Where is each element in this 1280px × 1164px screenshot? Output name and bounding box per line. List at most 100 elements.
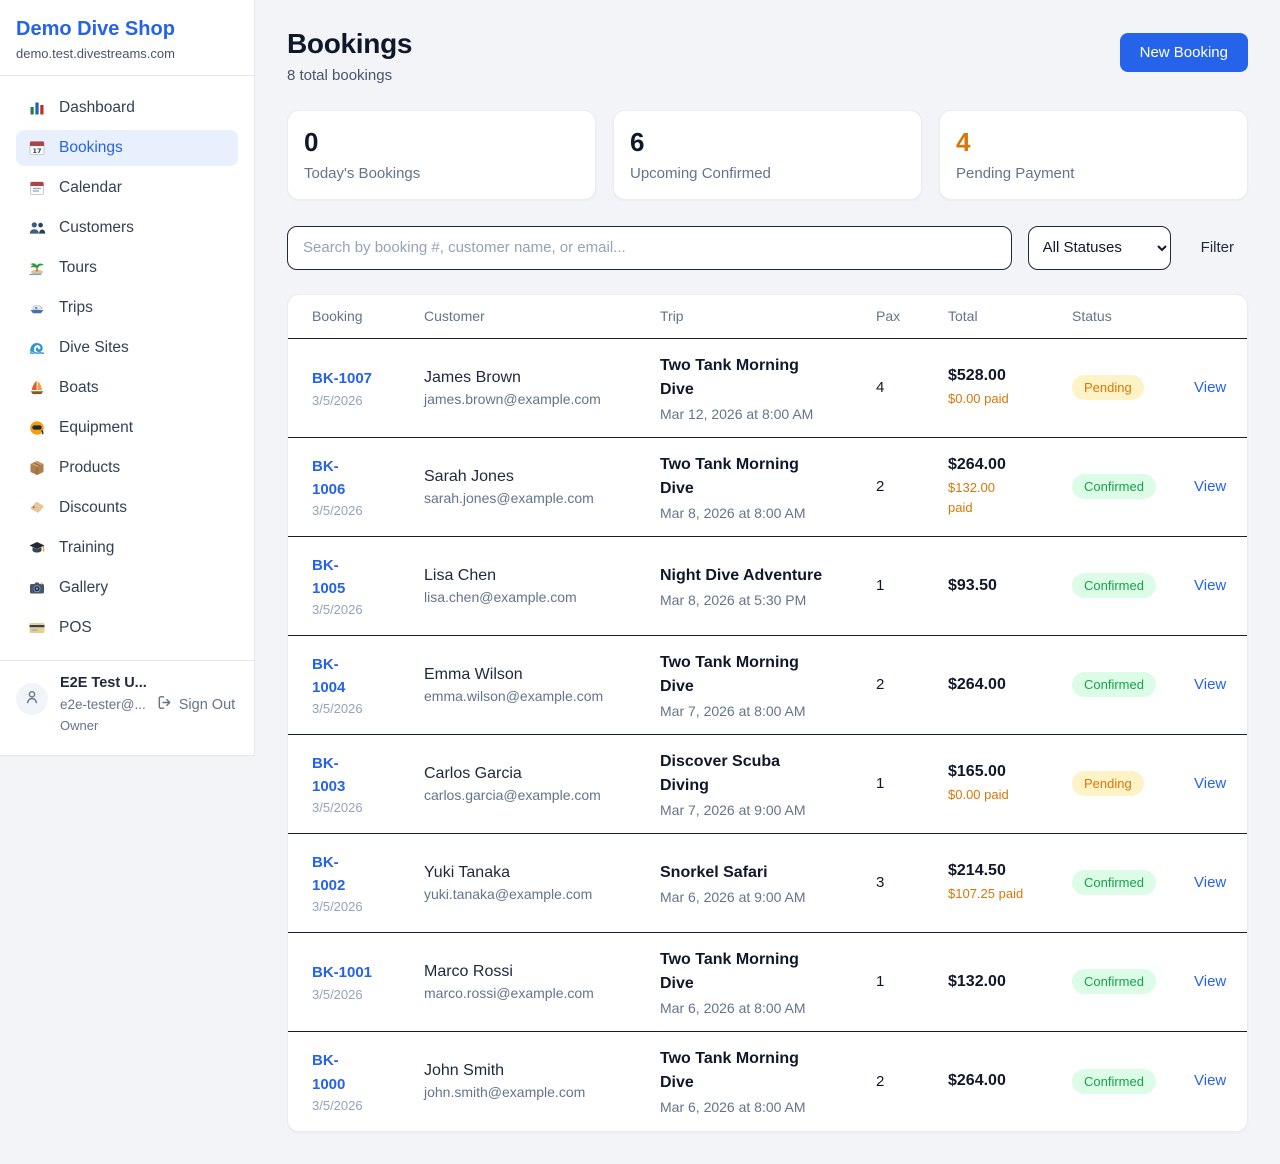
column-header-pax: Pax — [876, 308, 901, 325]
sidebar-item-tours[interactable]: Tours — [16, 250, 238, 286]
booking-date: 3/5/2026 — [312, 392, 363, 408]
sidebar-nav: Dashboard 17 Bookings Calendar Customers… — [0, 76, 254, 660]
trip-datetime: Mar 6, 2026 at 8:00 AM — [660, 999, 806, 1016]
table-row: BK-1001 3/5/2026 Marco Rossi marco.rossi… — [288, 933, 1247, 1032]
sidebar-item-gallery[interactable]: Gallery — [16, 570, 238, 606]
booking-date: 3/5/2026 — [312, 899, 363, 915]
new-booking-button[interactable]: New Booking — [1119, 33, 1248, 72]
pax-value: 1 — [876, 775, 885, 793]
sidebar-item-label: Tours — [59, 259, 97, 276]
search-input[interactable] — [287, 225, 1012, 270]
customer-name: Emma Wilson — [424, 665, 523, 683]
customer-name: Yuki Tanaka — [424, 863, 510, 881]
customer-email: john.smith@example.com — [424, 1084, 586, 1101]
table-row: BK- 1005 3/5/2026 Lisa Chen lisa.chen@ex… — [288, 537, 1247, 636]
status-badge: Confirmed — [1072, 672, 1156, 698]
customer-name: James Brown — [424, 368, 521, 386]
table-row: BK-1007 3/5/2026 James Brown james.brown… — [288, 339, 1247, 438]
sidebar-item-bookings[interactable]: 17 Bookings — [16, 130, 238, 166]
booking-id-link[interactable]: BK- 1006 — [312, 457, 346, 499]
sign-out-button[interactable]: Sign Out — [156, 694, 235, 715]
table-row: BK- 1002 3/5/2026 Yuki Tanaka yuki.tanak… — [288, 834, 1247, 933]
credit-card-icon — [28, 619, 46, 637]
customer-name: Lisa Chen — [424, 566, 497, 584]
column-header-booking: Booking — [312, 308, 363, 325]
sidebar-item-label: Discounts — [59, 499, 128, 516]
filter-button[interactable]: Filter — [1187, 239, 1248, 256]
sidebar-item-calendar[interactable]: Calendar — [16, 170, 238, 206]
trip-name: Two Tank Morning Dive — [660, 653, 799, 695]
paid-amount: $0.00 paid — [948, 390, 1009, 406]
sidebar-item-discounts[interactable]: Discounts — [16, 490, 238, 526]
view-link[interactable]: View — [1194, 477, 1227, 495]
user-section: E2E Test U... e2e-tester@... Sign Out Ow… — [0, 660, 254, 755]
sidebar-item-pos[interactable]: POS — [16, 610, 238, 646]
total-value: $132.00 — [948, 972, 1006, 990]
sidebar-item-boats[interactable]: Boats — [16, 370, 238, 406]
view-link[interactable]: View — [1194, 378, 1227, 396]
view-link[interactable]: View — [1194, 576, 1227, 594]
view-link[interactable]: View — [1194, 774, 1227, 792]
sidebar-item-dive-sites[interactable]: Dive Sites — [16, 330, 238, 366]
sailboat-icon — [28, 379, 46, 397]
user-name: E2E Test U... — [60, 675, 147, 691]
booking-id-link[interactable]: BK- 1000 — [312, 1052, 346, 1093]
tag-icon — [28, 499, 46, 517]
paid-amount: $132.00 paid — [948, 480, 995, 515]
view-link[interactable]: View — [1194, 873, 1227, 891]
svg-text:17: 17 — [32, 147, 41, 155]
sidebar-item-products[interactable]: Products — [16, 450, 238, 486]
view-link[interactable]: View — [1194, 675, 1227, 693]
sidebar-item-label: Calendar — [59, 179, 122, 196]
column-header-status: Status — [1072, 308, 1112, 325]
sidebar-item-label: Equipment — [59, 419, 134, 436]
customer-email: carlos.garcia@example.com — [424, 786, 601, 803]
sidebar-item-equipment[interactable]: Equipment — [16, 410, 238, 446]
status-badge: Confirmed — [1072, 969, 1156, 995]
brand-title: Demo Dive Shop — [16, 18, 175, 40]
table-row: BK- 1000 3/5/2026 John Smith john.smith@… — [288, 1032, 1247, 1131]
status-badge: Confirmed — [1072, 870, 1156, 896]
sidebar-item-label: Customers — [59, 219, 134, 236]
trip-name: Two Tank Morning Dive — [660, 1050, 799, 1092]
sidebar: Demo Dive Shop demo.test.divestreams.com… — [0, 0, 255, 756]
booking-date: 3/5/2026 — [312, 986, 363, 1002]
customer-email: emma.wilson@example.com — [424, 687, 604, 704]
table-row: BK- 1003 3/5/2026 Carlos Garcia carlos.g… — [288, 735, 1247, 834]
stat-value: 0 — [304, 127, 319, 157]
booking-id-link[interactable]: BK-1001 — [312, 964, 373, 982]
sidebar-item-label: POS — [59, 619, 92, 636]
sidebar-item-training[interactable]: Training — [16, 530, 238, 566]
trip-name: Two Tank Morning Dive — [660, 455, 799, 497]
sidebar-item-label: Gallery — [59, 579, 109, 596]
brand-domain: demo.test.divestreams.com — [16, 46, 175, 61]
dive-mask-icon — [28, 419, 46, 437]
camera-icon — [28, 579, 46, 597]
sidebar-item-label: Products — [59, 459, 121, 476]
booking-id-link[interactable]: BK- 1004 — [312, 655, 346, 697]
sidebar-item-dashboard[interactable]: Dashboard — [16, 90, 238, 126]
customer-name: John Smith — [424, 1062, 505, 1080]
user-icon — [23, 688, 41, 711]
sidebar-item-customers[interactable]: Customers — [16, 210, 238, 246]
view-link[interactable]: View — [1194, 1072, 1227, 1090]
stat-label: Pending Payment — [956, 164, 1075, 182]
booking-id-link[interactable]: BK- 1002 — [312, 853, 346, 895]
total-value: $264.00 — [948, 456, 1006, 474]
calendar-icon — [28, 179, 46, 197]
customer-email: lisa.chen@example.com — [424, 588, 577, 605]
view-link[interactable]: View — [1194, 972, 1227, 990]
customer-email: sarah.jones@example.com — [424, 489, 594, 506]
booking-id-link[interactable]: BK- 1003 — [312, 754, 346, 796]
island-icon — [28, 259, 46, 277]
booking-date: 3/5/2026 — [312, 1097, 363, 1113]
stats-row: 0 Today's Bookings 6 Upcoming Confirmed … — [287, 110, 1248, 200]
avatar — [16, 683, 48, 715]
status-filter-select[interactable]: All Statuses — [1027, 225, 1171, 270]
sidebar-item-trips[interactable]: Trips — [16, 290, 238, 326]
column-header-total: Total — [948, 308, 978, 325]
booking-id-link[interactable]: BK- 1005 — [312, 556, 346, 598]
pax-value: 1 — [876, 973, 885, 991]
people-icon — [28, 219, 46, 237]
booking-id-link[interactable]: BK-1007 — [312, 370, 373, 388]
